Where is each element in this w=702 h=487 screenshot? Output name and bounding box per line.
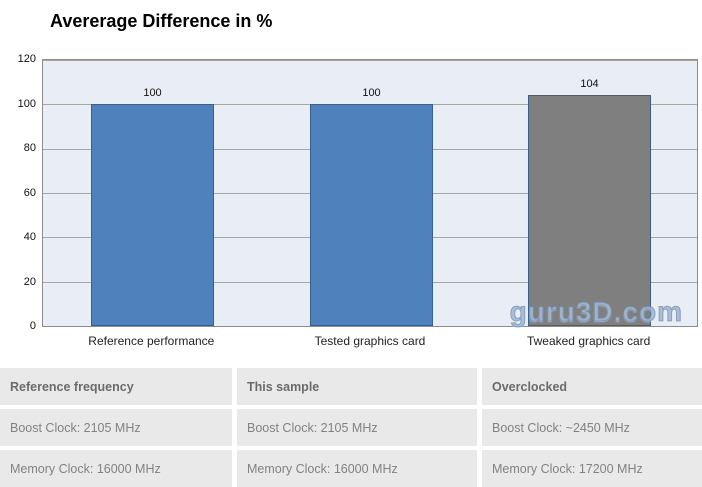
bar-0 [91,104,214,326]
x-category-label: Tweaked graphics card [526,334,651,348]
x-category-label: Reference performance [88,334,215,348]
bar-chart: Avererage Difference in % 100 100 104 guru… [17,11,698,348]
y-tick-label: 80 [23,142,36,154]
bar-2 [528,95,651,326]
bar-value-label: 100 [362,87,381,99]
spec-header-overclocked: Overclocked [482,368,702,405]
spec-cell: Memory Clock: 16000 MHz [0,450,232,487]
y-tick-label: 0 [29,320,36,332]
plot-area: 100 100 104 guru3D.com [42,59,698,328]
spec-cell: Boost Clock: 2105 MHz [237,409,477,446]
bar-1 [310,104,433,326]
spec-header-sample: This sample [237,368,477,405]
y-tick-label: 100 [17,97,36,110]
guru3d-watermark: guru3D.com [509,296,683,328]
y-tick-label: 20 [23,275,36,288]
spec-cell: Memory Clock: 17200 MHz [482,450,702,487]
y-tick-label: 120 [17,53,36,65]
bar-value-label: 104 [580,78,599,90]
bar-value-label: 100 [143,87,162,99]
frequency-spec-table: Reference frequency This sample Overcloc… [0,368,702,487]
spec-cell: Boost Clock: 2105 MHz [0,409,232,446]
x-category-label: Tested graphics card [314,334,426,348]
y-tick-label: 40 [23,231,36,243]
spec-cell: Boost Clock: ~2450 MHz [482,409,702,446]
chart-title: Avererage Difference in % [50,11,273,31]
gridline [43,60,697,61]
spec-cell: Memory Clock: 16000 MHz [237,450,477,487]
spec-header-reference: Reference frequency [0,368,232,405]
y-tick-label: 60 [23,186,36,199]
